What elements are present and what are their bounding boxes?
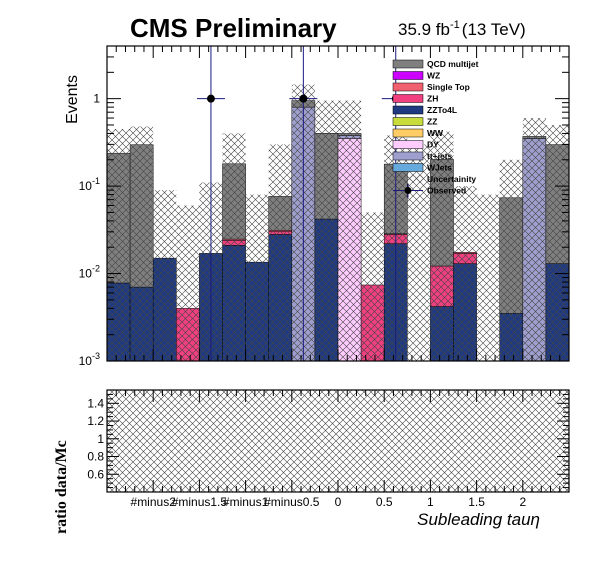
- legend-label-7: DY: [427, 140, 439, 150]
- ratio-y-axis-label: ratio data/Mc: [53, 440, 70, 534]
- legend-label-1: WZ: [427, 71, 440, 81]
- ratio-y-tick-label-1: 0.8: [87, 450, 104, 464]
- uncertainty-band-bin-0: [107, 128, 131, 361]
- top-y-tick-label-2: 10-1: [79, 176, 100, 193]
- top-y-axis-label: Events: [64, 75, 81, 124]
- uncertainty-band-bin-9: [314, 100, 338, 361]
- uncertainty-band-bin-2: [153, 190, 177, 361]
- cms-label: CMS Preliminary: [130, 13, 337, 43]
- x-tick-label-8: 2: [519, 495, 526, 509]
- legend-swatch-ttjets: [392, 151, 424, 161]
- observed-point-0: [206, 94, 215, 103]
- x-tick-label-6: 1: [427, 495, 434, 509]
- x-tick-label-3: #minus0.5: [264, 495, 320, 509]
- legend-label-3: ZH: [427, 94, 438, 104]
- legend-label-4: ZZTo4L: [427, 105, 457, 115]
- legend-swatch-dy: [392, 140, 424, 149]
- top-panel: 10-3 10-2 10-1 1 Events QCD multijet WZSingl…: [64, 45, 570, 368]
- ratio-y-tick-label-3: 1.2: [87, 414, 104, 428]
- ratio-y-tick-label-2: 1: [97, 432, 104, 446]
- uncertainty-band-bin-19: [545, 124, 569, 361]
- legend-label-5: ZZ: [427, 117, 437, 127]
- uncertainty-band-bin-15: [453, 186, 477, 361]
- legend-swatch-zh: [392, 94, 424, 103]
- x-axis-label: Subleading tauη: [417, 510, 540, 529]
- x-tick-label-7: 1.5: [468, 495, 485, 509]
- legend-marker-observed: [404, 187, 412, 194]
- legend-swatch-wz: [392, 71, 424, 80]
- top-y-tick-label-1: 10-2: [79, 264, 100, 281]
- legend-label-9: WJets: [427, 163, 452, 173]
- luminosity-label: 35.9 fb-1 (13 TeV): [398, 19, 526, 39]
- top-y-tick-label-3: 1: [93, 92, 100, 106]
- legend-swatch-ww: [392, 128, 424, 138]
- uncertainty-band-bin-14: [430, 131, 454, 361]
- uncertainty-band-bin-3: [176, 205, 200, 361]
- legend-swatch-zzto4l: [392, 105, 424, 115]
- legend-label-8: tt+jets: [427, 151, 453, 161]
- observed-point-1: [299, 94, 308, 103]
- uncertainty-band-bin-17: [499, 159, 523, 361]
- top-y-tick-label-0: 10-3: [79, 351, 100, 368]
- legend-label-11: Observed: [427, 186, 466, 196]
- x-tick-label-1: #minus1.5: [172, 495, 228, 509]
- ratio-panel: 0.6 0.8 1 1.2 1.4 #minus2#minus1.5#minus1#mi…: [53, 389, 570, 534]
- x-tick-label-0: #minus2: [131, 495, 177, 509]
- ratio-y-tick-label-4: 1.4: [87, 396, 104, 410]
- legend-swatch-wjets: [392, 163, 424, 172]
- legend-label-6: WW: [427, 128, 444, 138]
- uncertainty-band-bin-1: [130, 126, 154, 361]
- uncertainty-band-bin-18: [522, 118, 546, 361]
- ratio-y-tick-label-0: 0.6: [87, 467, 104, 481]
- uncertainty-band-bin-7: [268, 144, 292, 361]
- x-tick-label-5: 0.5: [376, 495, 393, 509]
- uncertainty-band-bin-10: [338, 100, 362, 361]
- uncertainty-band-bin-11: [361, 212, 385, 361]
- legend-label-10: Uncertainity: [427, 174, 476, 184]
- uncertainty-band-bin-16: [476, 194, 500, 361]
- uncertainty-band-bin-5: [222, 133, 246, 361]
- legend-label-2: Single Top: [427, 82, 470, 92]
- x-tick-label-4: 0: [335, 495, 342, 509]
- legend-swatch-zz: [392, 117, 424, 126]
- x-tick-label-2: #minus1: [223, 495, 269, 509]
- uncertainty-band-bin-6: [245, 194, 269, 361]
- legend-swatch-qcd: [392, 59, 424, 69]
- legend-swatch-uncertainty: [393, 175, 423, 183]
- ratio-uncertainty-band: [107, 390, 569, 492]
- uncertainty-band-bin-13: [407, 144, 431, 361]
- legend-label-0: QCD multijet: [427, 59, 479, 69]
- legend-swatch-single_top: [392, 82, 424, 92]
